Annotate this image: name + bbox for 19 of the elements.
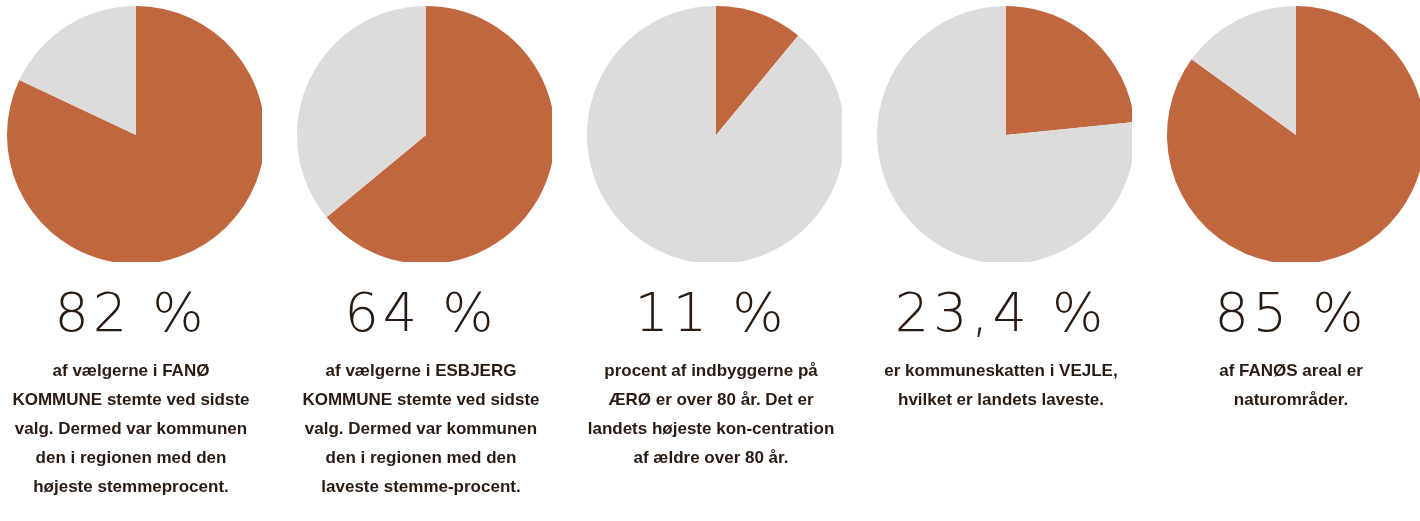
pie-slice <box>326 6 552 262</box>
pie-slice <box>587 6 842 262</box>
text: 64 % <box>343 280 499 346</box>
text: 82 % <box>53 280 209 346</box>
text: af vælgerne i FANØ KOMMUNE stemte ved sidste valg. Dermed var kommunen den i regionen med den højeste stemmeprocent. <box>11 360 251 498</box>
text: 11 % <box>633 280 789 346</box>
pie-slice <box>297 6 426 218</box>
pie-slice <box>7 6 262 262</box>
pie-slice <box>1006 6 1132 135</box>
text: er kommuneskatten i VEJLE, hvilket er landets laveste. <box>883 360 1119 411</box>
pie-slice <box>716 6 799 135</box>
text: af FANØS areal er naturområder. <box>1218 360 1364 411</box>
pie-slice <box>877 6 1132 262</box>
text: procent af indbyggerne på ÆRØ er over 80 år. Det er landets højeste kon-centration af ældre over 80 år. <box>586 360 836 469</box>
text: 23,4 % <box>893 280 1109 346</box>
pie-slice <box>1191 6 1296 135</box>
pie-slice <box>19 6 136 135</box>
text: af vælgerne i ESBJERG KOMMUNE stemte ved sidste valg. Dermed var kommunen den i regionen med den laveste stemme-procent. <box>301 360 541 498</box>
text: 85 % <box>1213 280 1369 346</box>
